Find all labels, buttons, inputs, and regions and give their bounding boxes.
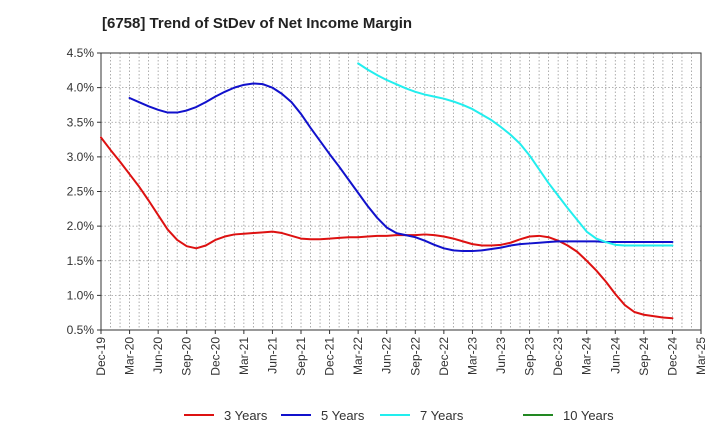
series-line-3-years — [100, 136, 674, 320]
y-tick-label: 2.0% — [67, 219, 95, 233]
x-tick-label: Sep-24 — [637, 337, 651, 376]
y-tick-label: 3.5% — [67, 115, 95, 129]
legend: 3 Years 5 Years 7 Years 10 Years — [184, 408, 614, 423]
x-tick-label: Mar-22 — [351, 337, 365, 375]
y-tick-label: 3.0% — [67, 150, 95, 164]
y-tick-label: 2.5% — [67, 185, 95, 199]
x-tick-label: Mar-23 — [465, 337, 479, 375]
y-tick-label: 4.0% — [67, 81, 95, 95]
x-tick-label: Dec-19 — [94, 337, 108, 376]
y-tick-label: 1.5% — [67, 254, 95, 268]
x-tick-label: Mar-25 — [694, 337, 708, 375]
x-tick-label: Dec-22 — [437, 337, 451, 376]
x-tick-label: Jun-22 — [380, 337, 394, 374]
x-tick-label: Dec-23 — [551, 337, 565, 376]
x-tick-label: Mar-21 — [237, 337, 251, 375]
x-tick-label: Mar-24 — [580, 337, 594, 375]
series-line-5-years — [128, 82, 674, 253]
plot-area — [101, 53, 701, 330]
x-tick-label: Jun-23 — [494, 337, 508, 374]
y-axis: 0.5% 1.0% 1.5% 2.0% 2.5% 3.0% 3.5% 4.0% 4.5% — [67, 46, 101, 337]
chart-title: [6758] Trend of StDev of Net Income Marg… — [102, 15, 413, 32]
legend-label: 7 Years — [420, 408, 464, 423]
y-tick-label: 0.5% — [67, 323, 95, 337]
series-group — [100, 62, 674, 320]
legend-label: 3 Years — [224, 408, 268, 423]
x-tick-label: Mar-20 — [123, 337, 137, 375]
x-tick-label: Jun-20 — [151, 337, 165, 374]
x-tick-label: Sep-20 — [180, 337, 194, 376]
x-tick-label: Dec-21 — [323, 337, 337, 376]
grid-lines — [101, 53, 701, 330]
legend-label: 10 Years — [563, 408, 614, 423]
x-tick-label: Dec-20 — [208, 337, 222, 376]
x-tick-label: Dec-24 — [665, 337, 679, 376]
legend-label: 5 Years — [321, 408, 365, 423]
x-tick-label: Sep-23 — [523, 337, 537, 376]
y-tick-label: 1.0% — [67, 288, 95, 302]
x-tick-label: Jun-24 — [608, 337, 622, 374]
x-axis: Dec-19 Mar-20 Jun-20 Sep-20 Dec-20 Mar-21 Jun-… — [94, 330, 708, 376]
x-tick-label: Jun-21 — [265, 337, 279, 374]
y-tick-label: 4.5% — [67, 46, 95, 60]
x-tick-label: Sep-21 — [294, 337, 308, 376]
x-tick-label: Sep-22 — [408, 337, 422, 376]
series-line-7-years — [357, 62, 674, 247]
